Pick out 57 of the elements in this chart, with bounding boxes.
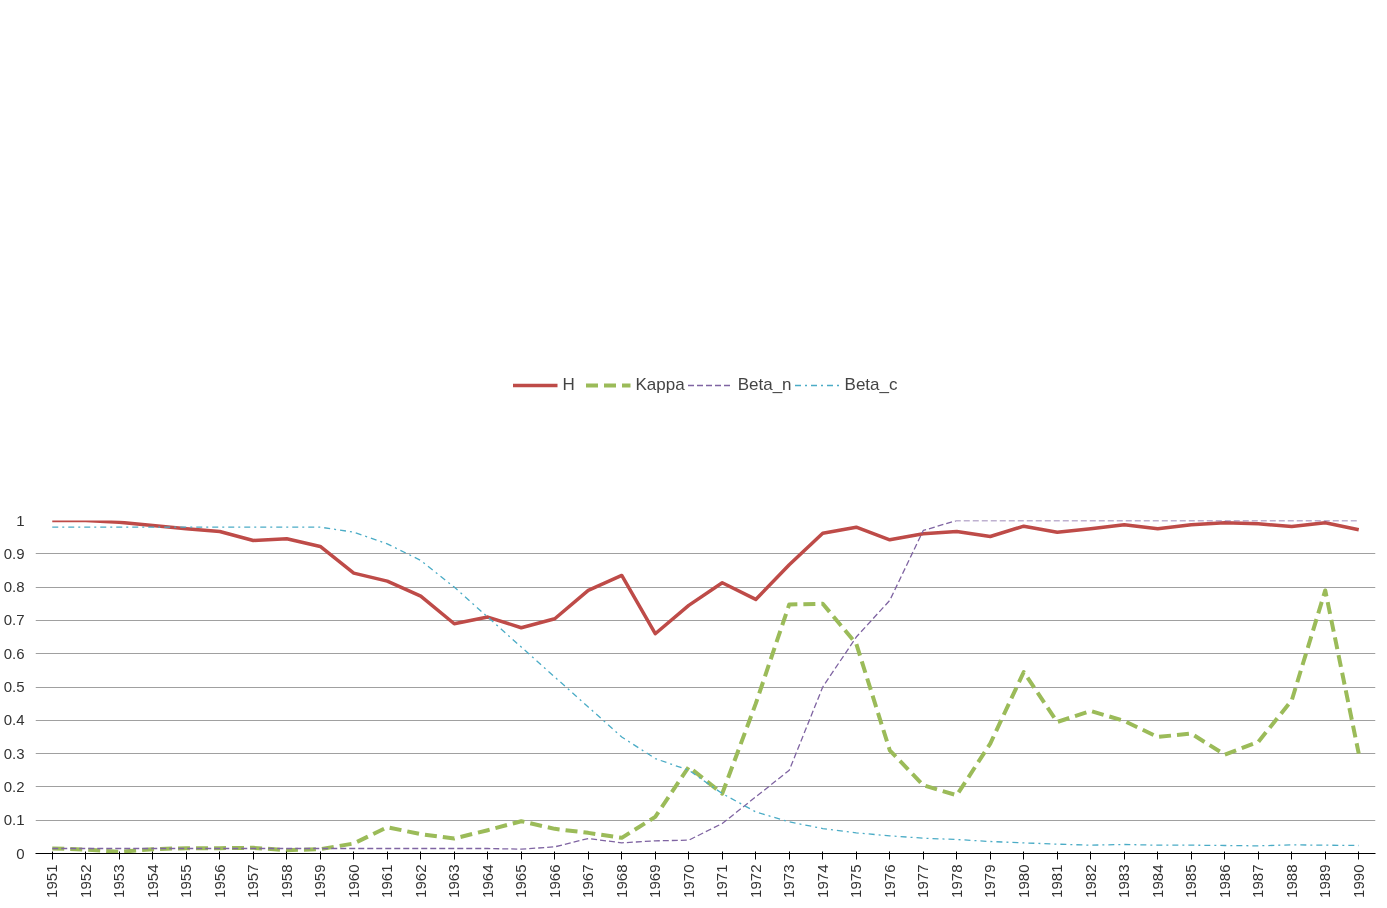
- y-tick-label: 0.3: [3, 744, 25, 762]
- y-tick-label: 0.9: [3, 544, 25, 562]
- x-tick-label: 1982: [1081, 864, 1099, 898]
- x-tick-label: 1990: [1349, 864, 1367, 898]
- x-tick-label: 1955: [177, 864, 195, 898]
- x-tick-label: 1966: [545, 864, 563, 898]
- x-tick-label: 1973: [780, 864, 798, 898]
- line-series: [50, 520, 1361, 636]
- x-tick-label: 1957: [244, 864, 262, 898]
- x-tick-label: 1970: [679, 864, 697, 898]
- x-tick-label: 1985: [1182, 864, 1200, 898]
- x-tick-label: 1987: [1249, 864, 1267, 898]
- x-tick-label: 1979: [981, 864, 999, 898]
- x-tick-label: 1975: [847, 864, 865, 898]
- x-tick-label: 1989: [1316, 864, 1334, 898]
- x-tick-label: 1977: [914, 864, 932, 898]
- x-tick-label: 1958: [277, 864, 295, 898]
- x-tick-label: 1972: [746, 864, 764, 898]
- x-tick-label: 1954: [143, 864, 161, 898]
- x-tick-label: 1969: [646, 864, 664, 898]
- y-tick-label: 0.7: [3, 611, 25, 629]
- x-tick-label: 1971: [713, 864, 731, 898]
- x-tick-label: 1961: [378, 864, 396, 898]
- x-tick-label: 1976: [880, 864, 898, 898]
- x-tick-label: 1964: [478, 864, 496, 898]
- legend-label: Beta_c: [844, 375, 898, 395]
- x-tick-label: 1967: [579, 864, 597, 898]
- y-tick-label: 0: [16, 844, 25, 862]
- x-tick-label: 1974: [813, 864, 831, 898]
- x-tick-label: 1953: [110, 864, 128, 898]
- legend-label: Beta_n: [737, 375, 792, 395]
- x-tick-label: 1959: [311, 864, 329, 898]
- x-tick-label: 1980: [1014, 864, 1032, 898]
- y-tick-label: 0.6: [3, 644, 25, 662]
- line-series: [50, 588, 1361, 854]
- x-tick-label: 1965: [512, 864, 530, 898]
- y-tick-label: 0.1: [3, 811, 25, 829]
- x-tick-label: 1960: [344, 864, 362, 898]
- x-tick-label: 1983: [1115, 864, 1133, 898]
- legend-label: Kappa: [635, 375, 685, 395]
- x-tick-label: 1962: [411, 864, 429, 898]
- y-tick-label: 1: [16, 511, 25, 529]
- x-tick-label: 1978: [947, 864, 965, 898]
- x-tick-label: 1968: [612, 864, 630, 898]
- x-tick-label: 1951: [43, 864, 61, 898]
- x-tick-label: 1986: [1215, 864, 1233, 898]
- x-tick-label: 1952: [76, 864, 94, 898]
- y-tick-label: 0.8: [3, 578, 25, 596]
- x-tick-label: 1981: [1048, 864, 1066, 898]
- y-tick-label: 0.4: [3, 711, 25, 729]
- x-tick-label: 1984: [1148, 864, 1166, 898]
- x-tick-label: 1963: [445, 864, 463, 898]
- x-tick-label: 1988: [1282, 864, 1300, 898]
- legend-label: H: [562, 375, 576, 395]
- x-tick-label: 1956: [210, 864, 228, 898]
- y-tick-label: 0.2: [3, 777, 25, 795]
- y-tick-label: 0.5: [3, 678, 25, 695]
